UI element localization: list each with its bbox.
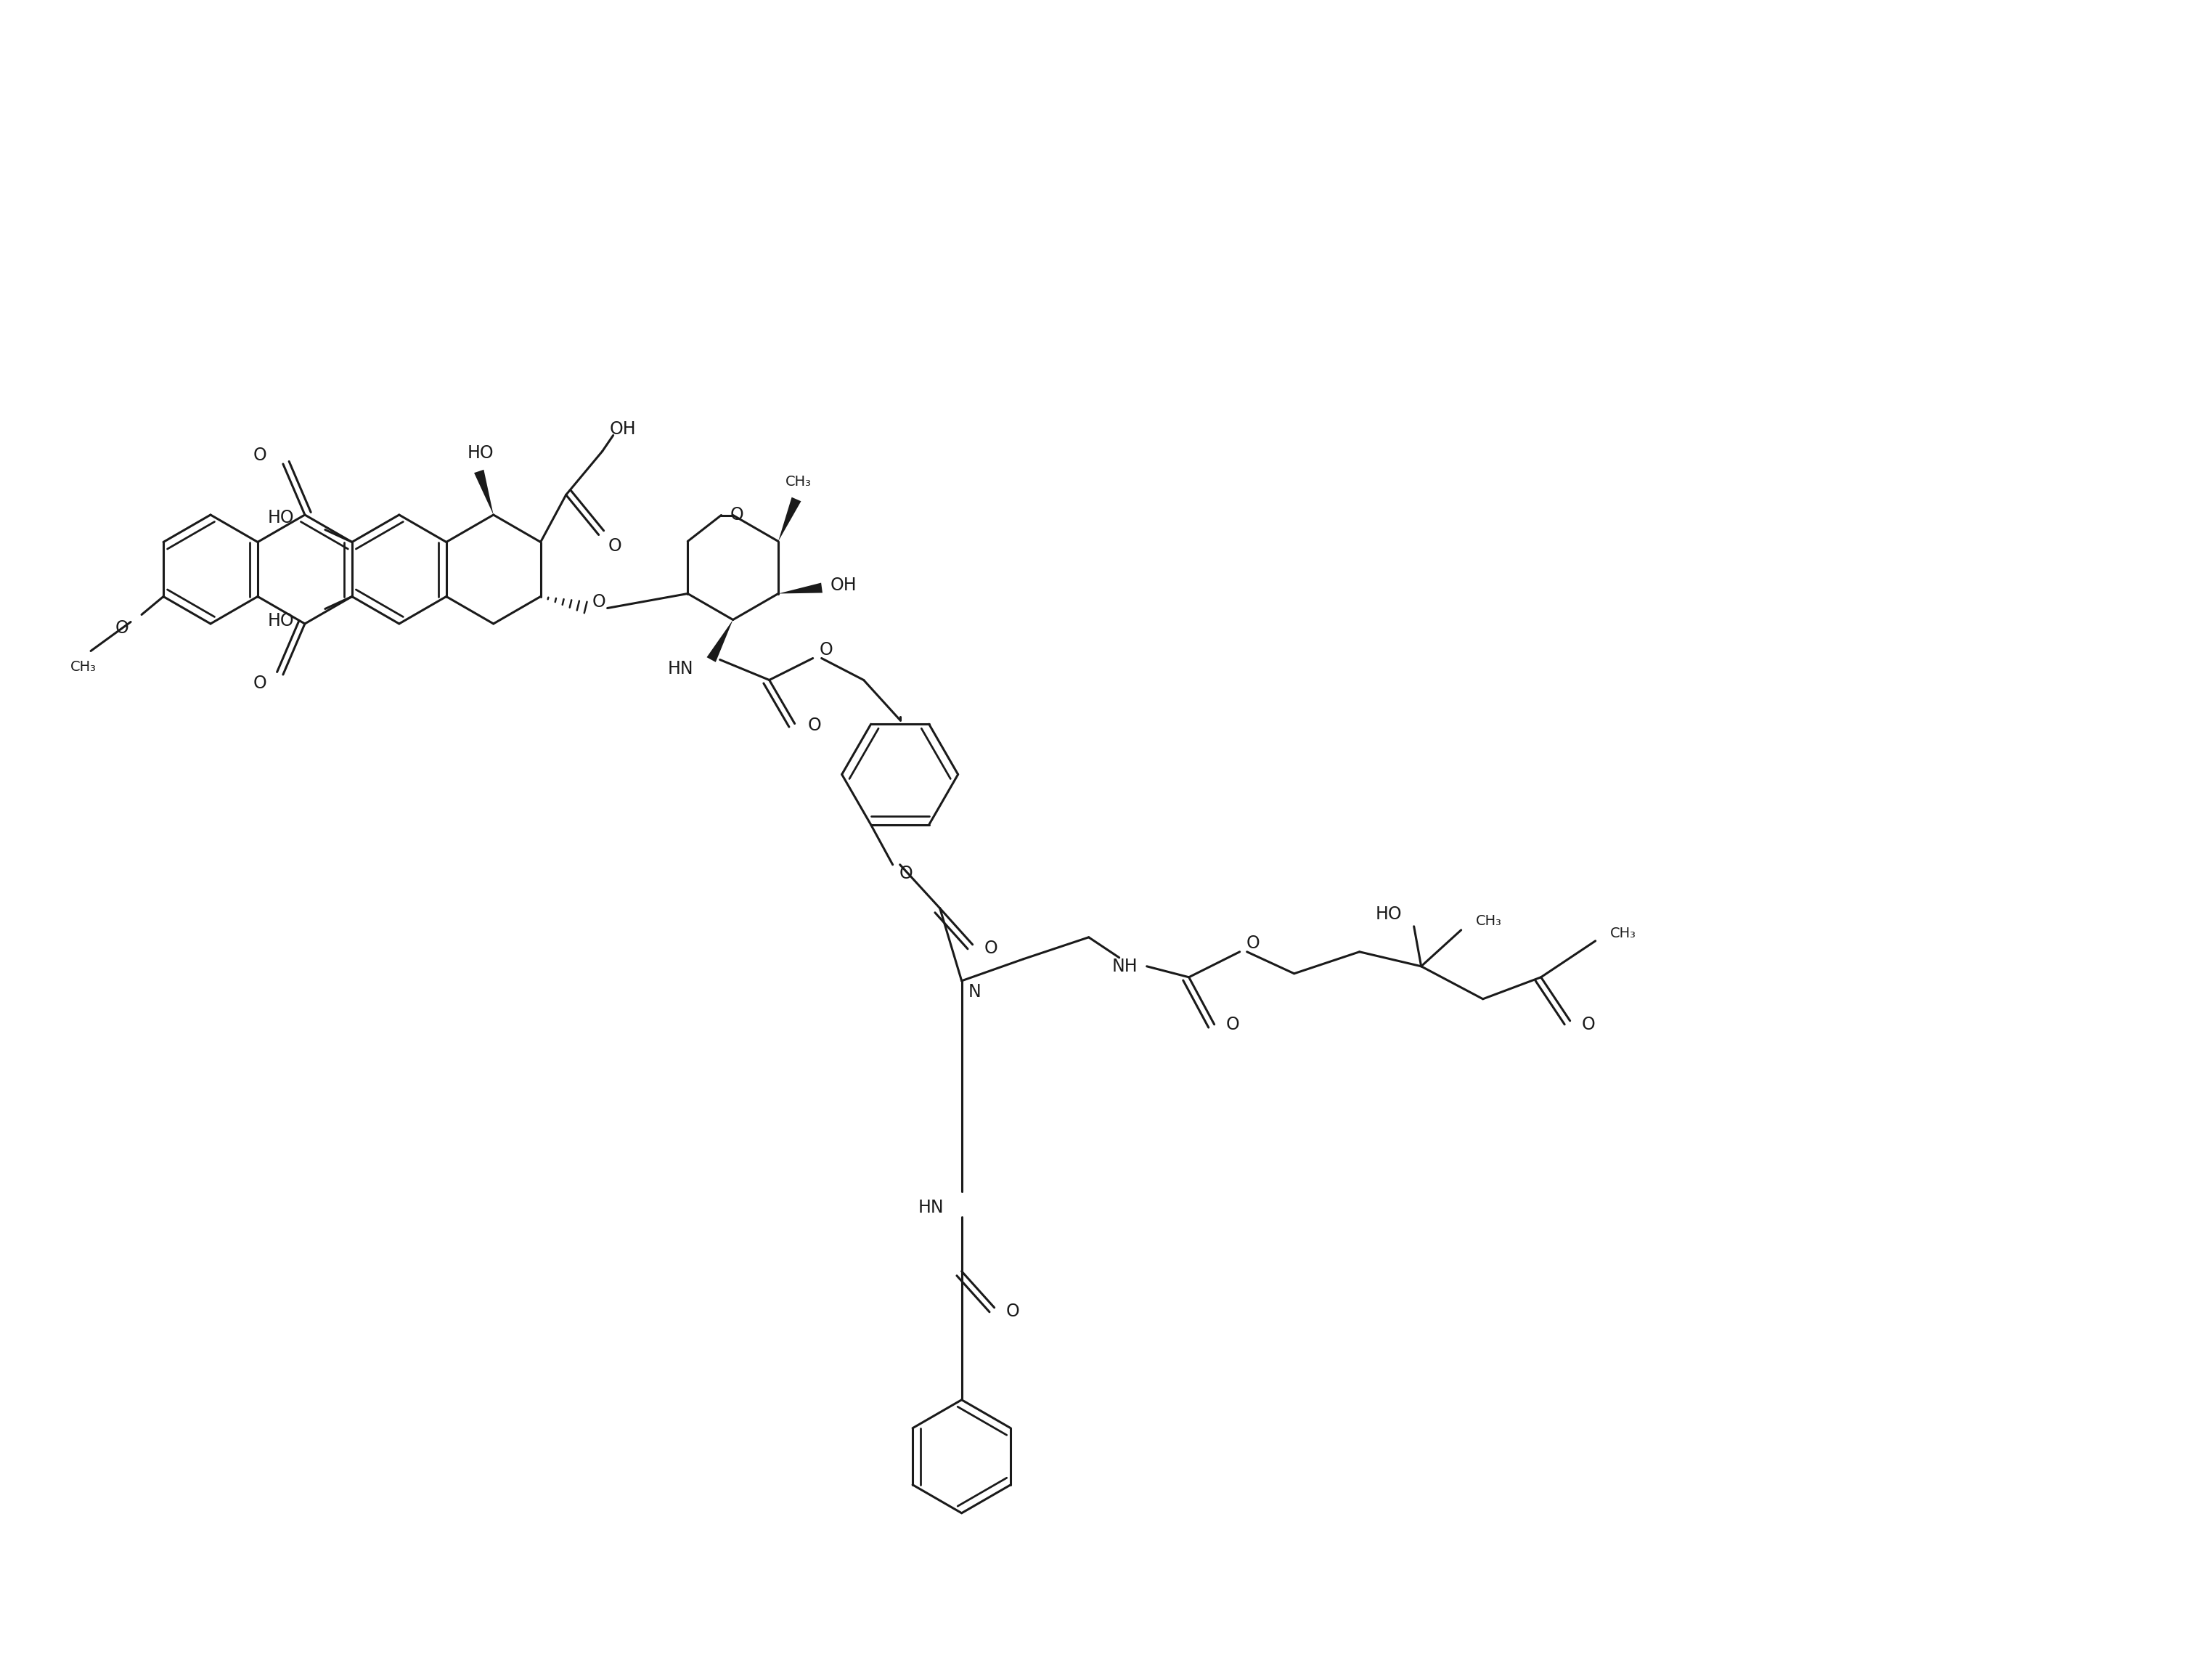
Text: OH: OH [830, 576, 856, 594]
Text: CH₃: CH₃ [785, 475, 812, 489]
Text: O: O [1582, 1016, 1595, 1034]
Polygon shape [779, 582, 823, 594]
Text: HO: HO [1376, 905, 1402, 923]
Text: O: O [807, 716, 821, 734]
Polygon shape [779, 497, 801, 542]
Text: O: O [608, 537, 622, 554]
Text: O: O [593, 594, 606, 611]
Text: CH₃: CH₃ [1475, 915, 1502, 929]
Text: O: O [898, 865, 914, 882]
Text: CH₃: CH₃ [71, 661, 97, 674]
Text: O: O [730, 507, 743, 524]
Text: HN: HN [918, 1198, 945, 1216]
Text: HO: HO [467, 445, 493, 462]
Text: O: O [252, 674, 268, 693]
Text: OH: OH [608, 422, 635, 438]
Polygon shape [473, 470, 493, 515]
Text: N: N [969, 984, 982, 1000]
Text: HN: HN [668, 659, 695, 678]
Text: HO: HO [268, 509, 294, 527]
Polygon shape [708, 619, 732, 663]
Text: HO: HO [268, 612, 294, 629]
Text: O: O [984, 940, 998, 957]
Text: NH: NH [1113, 957, 1137, 975]
Text: O: O [252, 447, 268, 463]
Text: O: O [1006, 1303, 1020, 1320]
Text: O: O [115, 619, 128, 636]
Text: O: O [1225, 1016, 1239, 1034]
Text: O: O [1245, 934, 1259, 952]
Text: O: O [818, 641, 832, 657]
Text: CH₃: CH₃ [1610, 927, 1637, 940]
